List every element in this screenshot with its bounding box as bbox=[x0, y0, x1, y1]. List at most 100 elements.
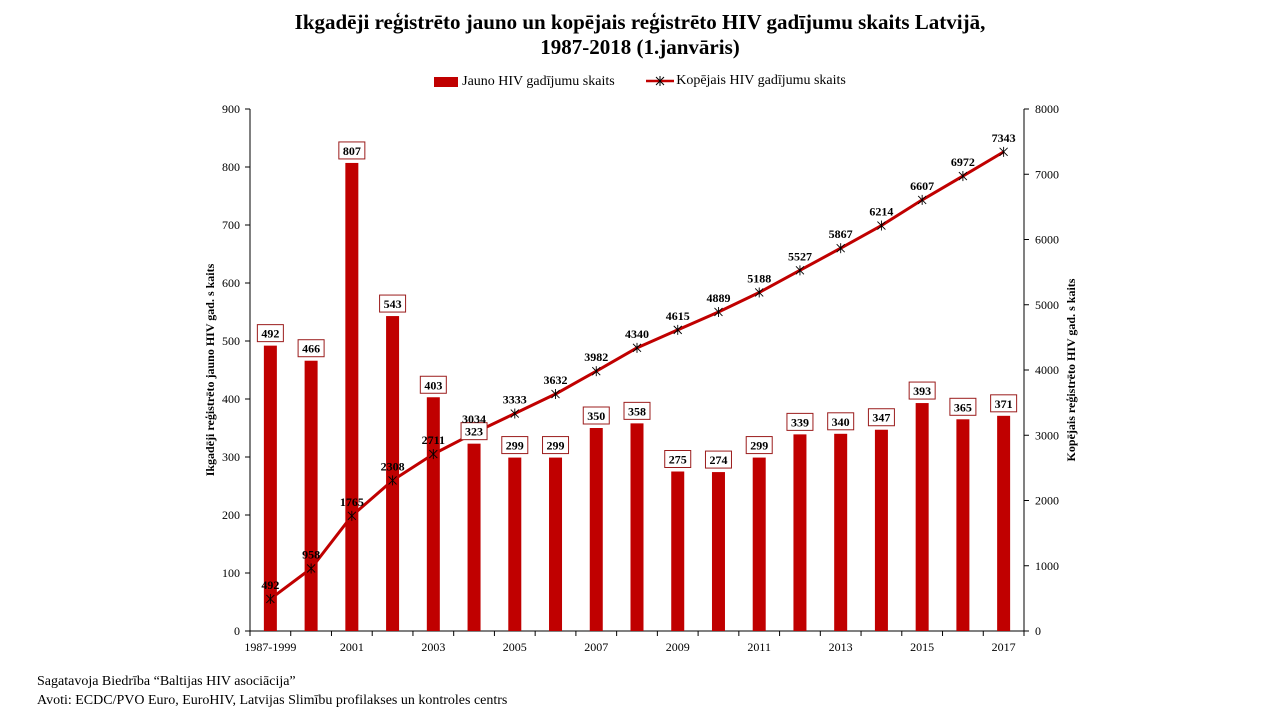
line-point-marker bbox=[917, 194, 927, 205]
line-point-marker bbox=[714, 306, 723, 317]
bar-data-label-box bbox=[990, 394, 1018, 413]
chart-title-line1: Ikgadēji reģistrēto jauno un kopējais re… bbox=[294, 10, 986, 34]
y-left-tick-label: 700 bbox=[222, 218, 240, 232]
bar bbox=[915, 403, 929, 631]
bar bbox=[711, 472, 725, 631]
x-tick-label: 2003 bbox=[421, 640, 445, 654]
y-left-tick-label: 100 bbox=[222, 566, 240, 580]
legend-bar-swatch-icon bbox=[434, 77, 459, 87]
y-right-tick-label: 4000 bbox=[1035, 363, 1059, 377]
bar-data-label: 275 bbox=[669, 453, 687, 467]
line-point-marker bbox=[795, 265, 805, 276]
line-point-marker bbox=[428, 449, 438, 460]
y-right-tick-label: 3000 bbox=[1035, 428, 1059, 442]
bar-data-label-box bbox=[419, 375, 447, 394]
x-tick-label: 2005 bbox=[503, 640, 527, 654]
bar-data-label-box bbox=[623, 401, 651, 420]
bar bbox=[997, 415, 1011, 631]
line-point-marker bbox=[306, 563, 316, 574]
footer-sources: Avoti: ECDC/PVO Euro, EuroHIV, Latvijas … bbox=[37, 693, 508, 708]
y-right-tick-label: 8000 bbox=[1035, 102, 1059, 116]
line-data-label: 5188 bbox=[747, 271, 771, 285]
bar bbox=[549, 457, 563, 631]
bar-data-label: 466 bbox=[302, 342, 320, 356]
bar-data-label-box bbox=[582, 406, 610, 425]
x-tick-label: 2017 bbox=[992, 640, 1016, 654]
line-data-label: 1765 bbox=[340, 495, 364, 509]
y-left-tick-label: 0 bbox=[234, 624, 240, 638]
bar-data-label-box bbox=[664, 450, 692, 468]
bar-data-label-box bbox=[704, 450, 732, 469]
legend-line-asterisk-icon bbox=[646, 76, 675, 86]
line-point-marker bbox=[836, 243, 846, 254]
line-point-marker bbox=[551, 389, 560, 400]
y-right-tick-label: 1000 bbox=[1035, 559, 1059, 573]
line-point-marker bbox=[958, 171, 968, 182]
bar-data-label: 358 bbox=[628, 404, 646, 418]
y-right-tick-label: 7000 bbox=[1035, 167, 1059, 181]
footer-prepared-by: Sagatavoja Biedrība “Baltijas HIV asociā… bbox=[37, 674, 296, 689]
line-data-label: 7343 bbox=[992, 131, 1016, 145]
bar-data-label: 807 bbox=[343, 144, 361, 158]
y-left-tick-label: 300 bbox=[222, 450, 240, 464]
x-tick-label: 2007 bbox=[584, 640, 608, 654]
bar-data-label: 492 bbox=[261, 327, 279, 341]
bar-data-label-box bbox=[379, 294, 407, 313]
bar-data-label-box bbox=[827, 412, 855, 431]
y-left-tick-label: 800 bbox=[222, 160, 240, 174]
line-data-label: 3034 bbox=[462, 412, 486, 426]
bar bbox=[263, 345, 277, 631]
bar-data-label: 347 bbox=[872, 411, 890, 425]
bar bbox=[386, 316, 400, 631]
line-data-label: 3632 bbox=[544, 373, 568, 387]
bar-data-label: 274 bbox=[709, 453, 727, 467]
line-data-label: 2308 bbox=[381, 459, 405, 473]
y-left-tick-label: 500 bbox=[222, 334, 240, 348]
legend: Jauno HIV gadījumu skaits Kopējais HIV g… bbox=[0, 73, 1280, 92]
bar-data-label: 371 bbox=[995, 397, 1013, 411]
y-left-tick-label: 400 bbox=[222, 392, 240, 406]
line-point-marker bbox=[347, 510, 357, 521]
x-tick-label: 2015 bbox=[910, 640, 934, 654]
legend-item-new-cases: Jauno HIV gadījumu skaits bbox=[434, 74, 615, 90]
line-point-marker bbox=[591, 366, 601, 377]
line-data-label: 6972 bbox=[951, 155, 975, 169]
line-point-marker bbox=[266, 593, 275, 604]
bar-data-label: 339 bbox=[791, 415, 809, 429]
line-point-marker bbox=[754, 287, 764, 298]
bar-data-label: 365 bbox=[954, 400, 972, 414]
y-left-tick-label: 900 bbox=[222, 102, 240, 116]
bar-data-label: 340 bbox=[832, 415, 850, 429]
line-data-label: 6214 bbox=[869, 205, 893, 219]
line-data-label: 492 bbox=[261, 578, 279, 592]
bar-data-label: 350 bbox=[587, 409, 605, 423]
bar-data-label-box bbox=[297, 339, 325, 358]
bar bbox=[467, 443, 481, 631]
x-tick-label: 2001 bbox=[340, 640, 364, 654]
line-point-marker bbox=[877, 220, 886, 231]
x-tick-label: 2011 bbox=[747, 640, 771, 654]
bar-data-label-box bbox=[867, 408, 895, 427]
bar bbox=[752, 457, 766, 631]
line-data-label: 3982 bbox=[584, 350, 608, 364]
bar-data-label-box bbox=[542, 436, 570, 455]
bar-data-label-box bbox=[256, 324, 284, 343]
bar-data-label: 403 bbox=[424, 378, 442, 392]
y-right-tick-label: 0 bbox=[1035, 624, 1041, 638]
line-point-marker bbox=[510, 408, 520, 419]
bar bbox=[793, 434, 807, 631]
bar-data-label-box bbox=[908, 381, 936, 400]
legend-item-total-cases: Kopējais HIV gadījumu skaits bbox=[646, 73, 846, 89]
bar-data-label-box bbox=[501, 436, 529, 455]
line-data-label: 4889 bbox=[706, 291, 730, 305]
line-data-label: 4615 bbox=[666, 309, 690, 323]
bar bbox=[956, 419, 970, 631]
bar bbox=[630, 423, 644, 631]
line-point-marker bbox=[999, 146, 1008, 157]
bar-data-label-box bbox=[460, 422, 488, 441]
chart-title: Ikgadēji reģistrēto jauno un kopējais re… bbox=[0, 10, 1280, 60]
line-data-label: 5867 bbox=[829, 227, 853, 241]
bar bbox=[304, 360, 318, 631]
bar-data-label: 543 bbox=[384, 297, 402, 311]
line-point-marker bbox=[388, 475, 397, 486]
